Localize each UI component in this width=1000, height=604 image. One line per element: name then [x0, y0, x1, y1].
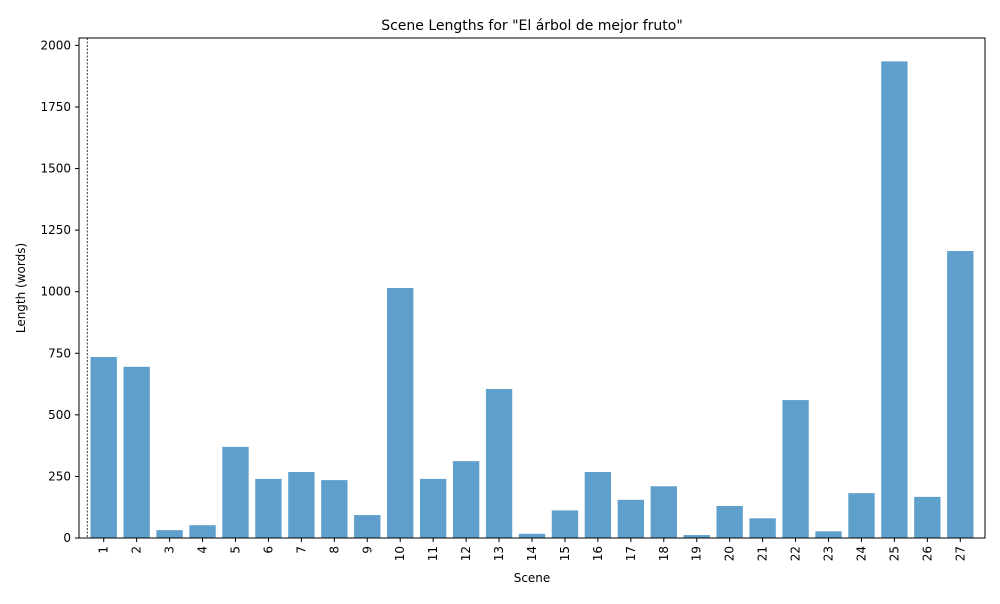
plot-frame	[78, 37, 986, 539]
x-tick-label: 21	[756, 546, 770, 561]
bar-scene-18	[650, 486, 677, 538]
bar-scene-6	[255, 478, 282, 538]
bar-scene-8	[321, 480, 348, 538]
bar-scene-2	[123, 366, 150, 538]
bar-scene-23	[815, 531, 842, 538]
x-tick-label: 25	[887, 546, 901, 561]
x-tick-label: 3	[163, 546, 177, 554]
bar-scene-25	[881, 61, 908, 539]
x-tick-label: 11	[426, 546, 440, 561]
x-tick-label: 17	[624, 546, 638, 561]
bar-scene-5	[222, 446, 249, 538]
y-tick-label: 1750	[40, 100, 71, 114]
bar-scene-7	[288, 471, 315, 538]
y-tick-label: 1250	[40, 223, 71, 237]
bar-scene-17	[617, 499, 645, 538]
x-tick-label: 16	[591, 546, 605, 561]
bars-group	[90, 61, 974, 539]
x-tick-label: 8	[327, 546, 341, 554]
x-tick-label: 6	[261, 546, 275, 554]
bar-scene-10	[387, 288, 414, 538]
bar-scene-4	[189, 525, 216, 538]
x-axis-label: Scene	[514, 571, 551, 585]
bar-scene-1	[90, 356, 117, 538]
y-tick-label: 1000	[40, 285, 71, 299]
bar-scene-26	[914, 496, 941, 538]
x-tick-label: 20	[723, 546, 737, 561]
y-tick-label: 250	[48, 469, 71, 483]
x-tick-label: 19	[690, 546, 704, 561]
x-tick-label: 14	[525, 546, 539, 561]
x-tick-label: 15	[558, 546, 572, 561]
x-tick-label: 13	[492, 546, 506, 561]
x-tick-label: 2	[130, 546, 144, 554]
x-tick-label: 1	[97, 546, 111, 554]
x-tick-label: 9	[360, 546, 374, 554]
y-tick-label: 0	[63, 531, 71, 545]
bar-scene-22	[782, 400, 809, 538]
bar-scene-9	[354, 515, 381, 538]
bar-scene-14	[518, 533, 546, 538]
x-tick-label: 7	[294, 546, 308, 554]
bar-scene-21	[749, 518, 776, 538]
bar-scene-27	[947, 251, 974, 539]
x-tick-label: 12	[459, 546, 473, 561]
y-axis-label: Length (words)	[14, 243, 28, 333]
x-tick-label: 10	[393, 546, 407, 561]
bar-scene-19	[683, 535, 710, 538]
x-tick-label: 18	[657, 546, 671, 561]
y-axis-ticks: 0 250 500 750 1000 1250 1500 1750 2000	[40, 38, 79, 545]
bar-scene-13	[485, 388, 513, 538]
x-tick-label: 22	[789, 546, 803, 561]
bar-scene-20	[716, 505, 743, 538]
y-tick-label: 2000	[40, 38, 71, 52]
y-tick-label: 750	[48, 346, 71, 360]
x-axis-ticks: 1 2 3 4 5 6 7 8 9 10 11 12 13 14 15 16 17 18 19 20 21 22 23 24 2…	[97, 538, 967, 561]
y-tick-label: 1500	[40, 162, 71, 176]
bar-scene-15	[551, 510, 579, 538]
bar-scene-3	[156, 530, 183, 538]
x-tick-label: 23	[822, 546, 836, 561]
x-tick-label: 27	[953, 546, 967, 561]
chart-title: Scene Lengths for "El árbol de mejor fru…	[381, 18, 683, 34]
x-tick-label: 4	[196, 546, 210, 554]
bar-scene-24	[848, 493, 875, 538]
x-tick-label: 5	[228, 546, 242, 554]
y-tick-label: 500	[48, 408, 71, 422]
x-tick-label: 26	[920, 546, 934, 561]
bar-scene-11	[419, 478, 447, 538]
bar-scene-16	[584, 471, 612, 538]
x-tick-label: 24	[854, 546, 868, 561]
bar-scene-12	[452, 461, 480, 538]
